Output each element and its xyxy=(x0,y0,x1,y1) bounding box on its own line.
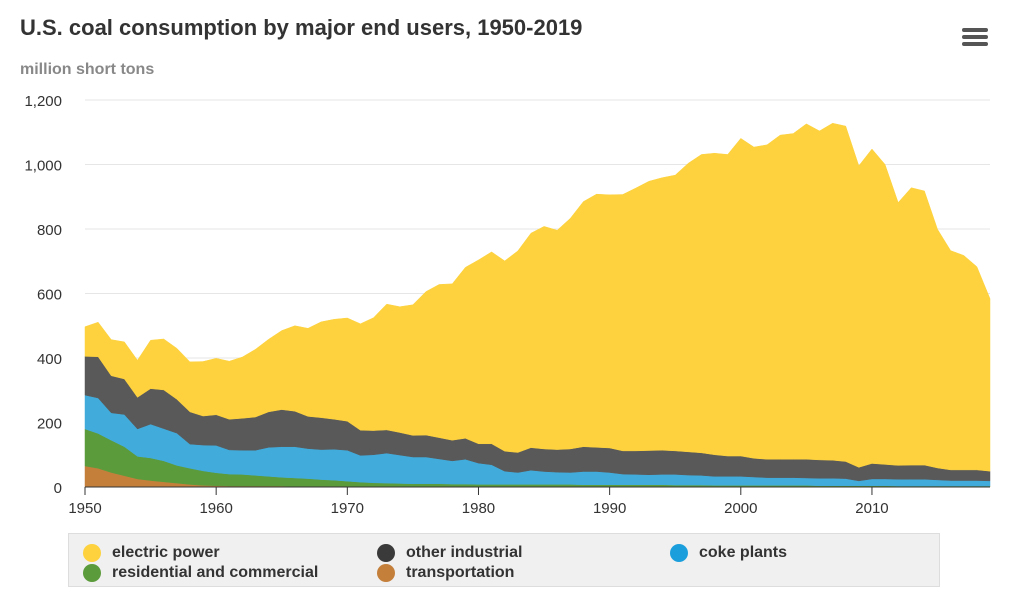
legend-label: coke plants xyxy=(699,544,788,561)
legend: electric power other industrial coke pla… xyxy=(68,533,940,587)
y-tick-label: 0 xyxy=(54,480,62,497)
hamburger-menu-icon[interactable] xyxy=(958,24,990,50)
y-tick-label: 1,000 xyxy=(24,158,62,175)
legend-item-coke-plants[interactable]: coke plants xyxy=(670,544,787,562)
x-tick-label: 2010 xyxy=(855,500,888,517)
legend-swatch-residential-and-commercial xyxy=(83,564,101,582)
x-tick-label: 1980 xyxy=(462,500,495,517)
chart-plot: 0 200 400 600 800 1,000 1,200 1950 1960 1970 1980 1… xyxy=(24,93,991,517)
legend-label: transportation xyxy=(406,564,515,581)
area-series xyxy=(84,122,991,488)
legend-swatch-other-industrial xyxy=(377,544,395,562)
x-tick-label: 1950 xyxy=(68,500,101,517)
legend-item-residential-and-commercial[interactable]: residential and commercial xyxy=(83,564,318,582)
y-tick-label: 400 xyxy=(37,351,62,368)
axes: 0 200 400 600 800 1,000 1,200 1950 1960 1970 1980 1… xyxy=(24,93,990,517)
y-tick-label: 200 xyxy=(37,416,62,433)
legend-label: other industrial xyxy=(406,544,523,561)
legend-item-electric-power[interactable]: electric power xyxy=(83,544,220,562)
legend-swatch-coke-plants xyxy=(670,544,688,562)
x-tick-label: 1960 xyxy=(199,500,232,517)
y-tick-label: 600 xyxy=(37,287,62,304)
chart-title: U.S. coal consumption by major end users… xyxy=(20,15,583,40)
legend-swatch-transportation xyxy=(377,564,395,582)
x-tick-label: 1990 xyxy=(593,500,626,517)
legend-swatch-electric-power xyxy=(83,544,101,562)
area-electric-power[interactable] xyxy=(84,122,991,472)
x-tick-label: 1970 xyxy=(331,500,364,517)
y-tick-label: 800 xyxy=(37,222,62,239)
legend-label: electric power xyxy=(112,544,220,561)
legend-label: residential and commercial xyxy=(112,564,319,581)
legend-item-other-industrial[interactable]: other industrial xyxy=(377,544,522,562)
legend-item-transportation[interactable]: transportation xyxy=(377,564,514,582)
x-tick-label: 2000 xyxy=(724,500,757,517)
y-axis-unit-label: million short tons xyxy=(20,61,155,78)
y-tick-label: 1,200 xyxy=(24,93,62,110)
